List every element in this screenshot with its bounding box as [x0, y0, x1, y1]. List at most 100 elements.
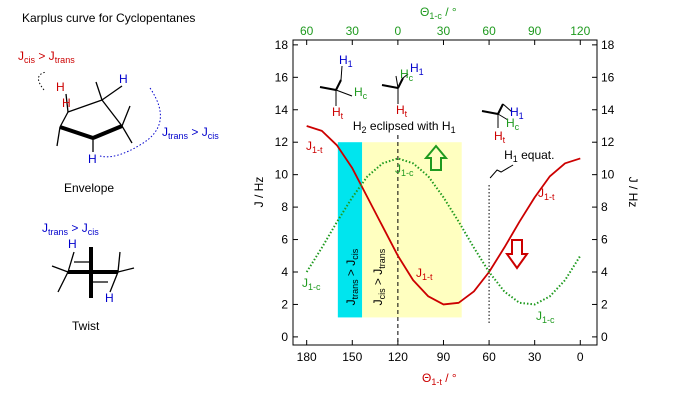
x2-tick-label: 60 — [482, 24, 496, 38]
text-part: > J — [371, 269, 385, 289]
text-part: J — [306, 139, 312, 153]
subscript: cis — [208, 131, 219, 141]
subscript: t — [503, 135, 506, 145]
subscript: t — [405, 109, 408, 119]
x-tick-label: 150 — [342, 350, 362, 364]
subscript: trans — [168, 131, 189, 141]
curve-label: J1-c — [536, 309, 555, 325]
curve-label: J1-c — [302, 276, 321, 292]
text-part: Θ — [422, 371, 431, 385]
x-tick-label: 0 — [577, 350, 584, 364]
text-part: H — [353, 119, 362, 133]
relation-label: Jtrans > Jcis — [42, 221, 99, 237]
subscript: c — [363, 91, 368, 101]
curve-label: J1-t — [538, 186, 555, 202]
text-part: H — [410, 61, 419, 75]
y2-tick-label: 18 — [601, 38, 615, 52]
text-part: H — [510, 105, 519, 119]
text-part: Θ — [420, 5, 429, 19]
subscript: 1-c — [401, 168, 414, 178]
marker-label: H1 equat. — [504, 148, 554, 164]
text-part: J — [42, 221, 48, 235]
text-part: J — [536, 309, 542, 323]
x2-tick-label: 90 — [528, 24, 542, 38]
text-part: H — [506, 116, 515, 130]
subscript: 1-t — [422, 272, 433, 282]
text-part: eclipsed with H — [367, 119, 451, 133]
subscript: trans — [48, 227, 69, 237]
conformer-label: Hc — [506, 116, 520, 132]
scheme-name: Envelope — [64, 181, 114, 195]
scheme-name: Twist — [72, 319, 100, 333]
subscript: 1 — [348, 59, 353, 69]
text-part: H — [396, 103, 405, 117]
subscript: t — [341, 111, 344, 121]
conformer-label: H1 — [510, 105, 524, 121]
subscript: 1 — [451, 125, 456, 135]
h-label: H — [119, 72, 128, 86]
curve-label: J1-c — [395, 162, 414, 178]
bond — [335, 79, 342, 91]
y2-tick-label: 14 — [601, 103, 615, 117]
text-part: J — [302, 276, 308, 290]
y-tick-label: 0 — [281, 330, 288, 344]
band — [362, 142, 462, 318]
y2-tick-label: 0 — [601, 330, 608, 344]
y-tick-label: 16 — [275, 70, 289, 84]
text-part: H — [332, 105, 341, 119]
envelope-scheme — [38, 71, 161, 158]
x2-tick-label: 0 — [395, 24, 402, 38]
subscript: c — [409, 73, 414, 83]
conformer-label: H1 — [339, 53, 353, 69]
y2-tick-label: 2 — [601, 297, 608, 311]
y2-tick-label: 16 — [601, 70, 615, 84]
y2-tick-label: 4 — [601, 265, 608, 279]
x-tick-label: 90 — [437, 350, 451, 364]
h-label: H — [62, 96, 71, 110]
text-part: equat. — [518, 148, 555, 162]
curve-label: J1-t — [306, 139, 323, 155]
subscript: cis — [88, 227, 99, 237]
text-part: H — [354, 85, 363, 99]
h-label: H — [56, 80, 65, 94]
y-tick-label: 6 — [281, 233, 288, 247]
x2-tick-label: 60 — [300, 24, 314, 38]
conformer-label: Ht — [396, 103, 408, 119]
text-part: J — [395, 162, 401, 176]
y2-tick-label: 8 — [601, 200, 608, 214]
y2-tick-label: 12 — [601, 135, 615, 149]
text-part: J — [538, 186, 544, 200]
text-part: > J — [35, 49, 55, 63]
y-tick-label: 18 — [275, 38, 289, 52]
relation-label: Jcis > Jtrans — [18, 49, 75, 65]
series-line — [305, 157, 582, 306]
y2-axis-label: J / Hz — [626, 177, 640, 208]
subscript: cis — [377, 288, 387, 299]
bond — [497, 103, 504, 115]
text-part: > J — [68, 221, 88, 235]
text-part: J — [18, 49, 24, 63]
subscript: cis — [24, 55, 35, 65]
bond — [395, 75, 399, 89]
subscript: trans — [55, 55, 76, 65]
bond — [497, 113, 509, 121]
x-tick-label: 120 — [388, 350, 408, 364]
band-label: Jtrans > Jcis — [344, 248, 360, 305]
bond — [381, 84, 399, 89]
h-label: H — [105, 291, 114, 305]
conformer-label: Ht — [332, 105, 344, 121]
relation-label: Jtrans > Jcis — [162, 125, 219, 141]
trend-arrow — [505, 239, 529, 270]
y-tick-label: 12 — [275, 135, 289, 149]
marker-pointer — [489, 164, 514, 179]
chart-title: Karplus curve for Cyclopentanes — [22, 11, 195, 25]
twist-scheme — [51, 247, 135, 298]
y-tick-label: 10 — [275, 168, 289, 182]
subscript: trans — [377, 248, 387, 269]
h-label: H — [88, 152, 97, 166]
text-part: H — [504, 148, 513, 162]
bond — [481, 110, 499, 115]
text-part: H — [400, 67, 409, 81]
